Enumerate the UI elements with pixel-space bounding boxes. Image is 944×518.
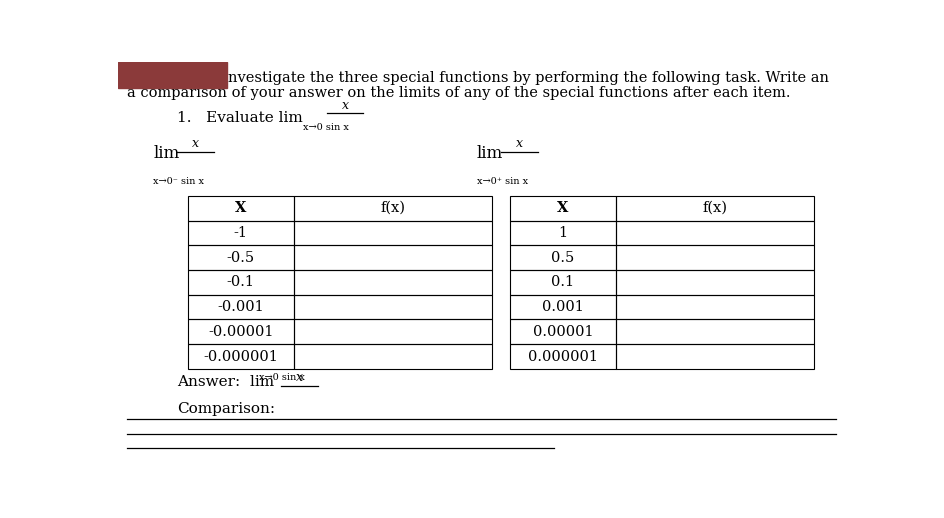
Text: X: X [557, 201, 568, 215]
Bar [615, 320, 813, 344]
Text: -0.001: -0.001 [217, 300, 264, 314]
Text: a comparison of your answer on the limits of any of the special functions after : a comparison of your answer on the limit… [126, 86, 789, 100]
Bar [510, 295, 615, 320]
Text: -0.5: -0.5 [227, 251, 255, 265]
Bar [188, 320, 294, 344]
Text: Comparison:: Comparison: [177, 402, 275, 416]
Text: x→0 sin x: x→0 sin x [303, 123, 349, 132]
Text: 0.00001: 0.00001 [532, 325, 593, 339]
Text: nvestigate the three special functions by performing the following task. Write a: nvestigate the three special functions b… [228, 71, 828, 85]
Bar [188, 196, 294, 221]
Bar [615, 344, 813, 369]
Text: -0.00001: -0.00001 [208, 325, 273, 339]
Bar [510, 320, 615, 344]
Bar [615, 221, 813, 245]
Text: x: x [515, 137, 522, 150]
Bar [294, 344, 491, 369]
Bar [294, 320, 491, 344]
Bar [294, 245, 491, 270]
Text: f(x): f(x) [379, 201, 405, 215]
Bar [294, 295, 491, 320]
Bar [118, 62, 227, 88]
Bar [294, 270, 491, 295]
Bar [188, 344, 294, 369]
Text: X: X [235, 201, 246, 215]
Text: -1: -1 [233, 226, 247, 240]
Bar [615, 196, 813, 221]
Bar [294, 221, 491, 245]
Bar [294, 196, 491, 221]
Bar [615, 270, 813, 295]
Text: Answer:  lim: Answer: lim [177, 375, 274, 389]
Text: 0.000001: 0.000001 [528, 350, 598, 364]
Text: 1.   Evaluate lim: 1. Evaluate lim [177, 111, 302, 125]
Bar [188, 245, 294, 270]
Text: -0.1: -0.1 [227, 276, 255, 290]
Bar [615, 295, 813, 320]
Bar [188, 221, 294, 245]
Text: x→0⁺ sin x: x→0⁺ sin x [477, 177, 528, 186]
Bar [188, 295, 294, 320]
Text: x: x [295, 371, 303, 384]
Text: 1: 1 [558, 226, 567, 240]
Text: 0.1: 0.1 [551, 276, 574, 290]
Bar [510, 270, 615, 295]
Bar [510, 245, 615, 270]
Bar [510, 344, 615, 369]
Text: -0.000001: -0.000001 [203, 350, 278, 364]
Bar [615, 245, 813, 270]
Text: x: x [342, 98, 348, 111]
Text: f(x): f(x) [701, 201, 727, 215]
Bar [188, 270, 294, 295]
Text: lim: lim [477, 145, 503, 162]
Text: x→0 sin x: x→0 sin x [259, 373, 304, 382]
Text: 0.001: 0.001 [542, 300, 583, 314]
Bar [510, 221, 615, 245]
Text: 0.5: 0.5 [551, 251, 574, 265]
Text: x→0⁻ sin x: x→0⁻ sin x [153, 177, 204, 186]
Text: x: x [192, 137, 199, 150]
Text: lim: lim [153, 145, 179, 162]
Bar [510, 196, 615, 221]
